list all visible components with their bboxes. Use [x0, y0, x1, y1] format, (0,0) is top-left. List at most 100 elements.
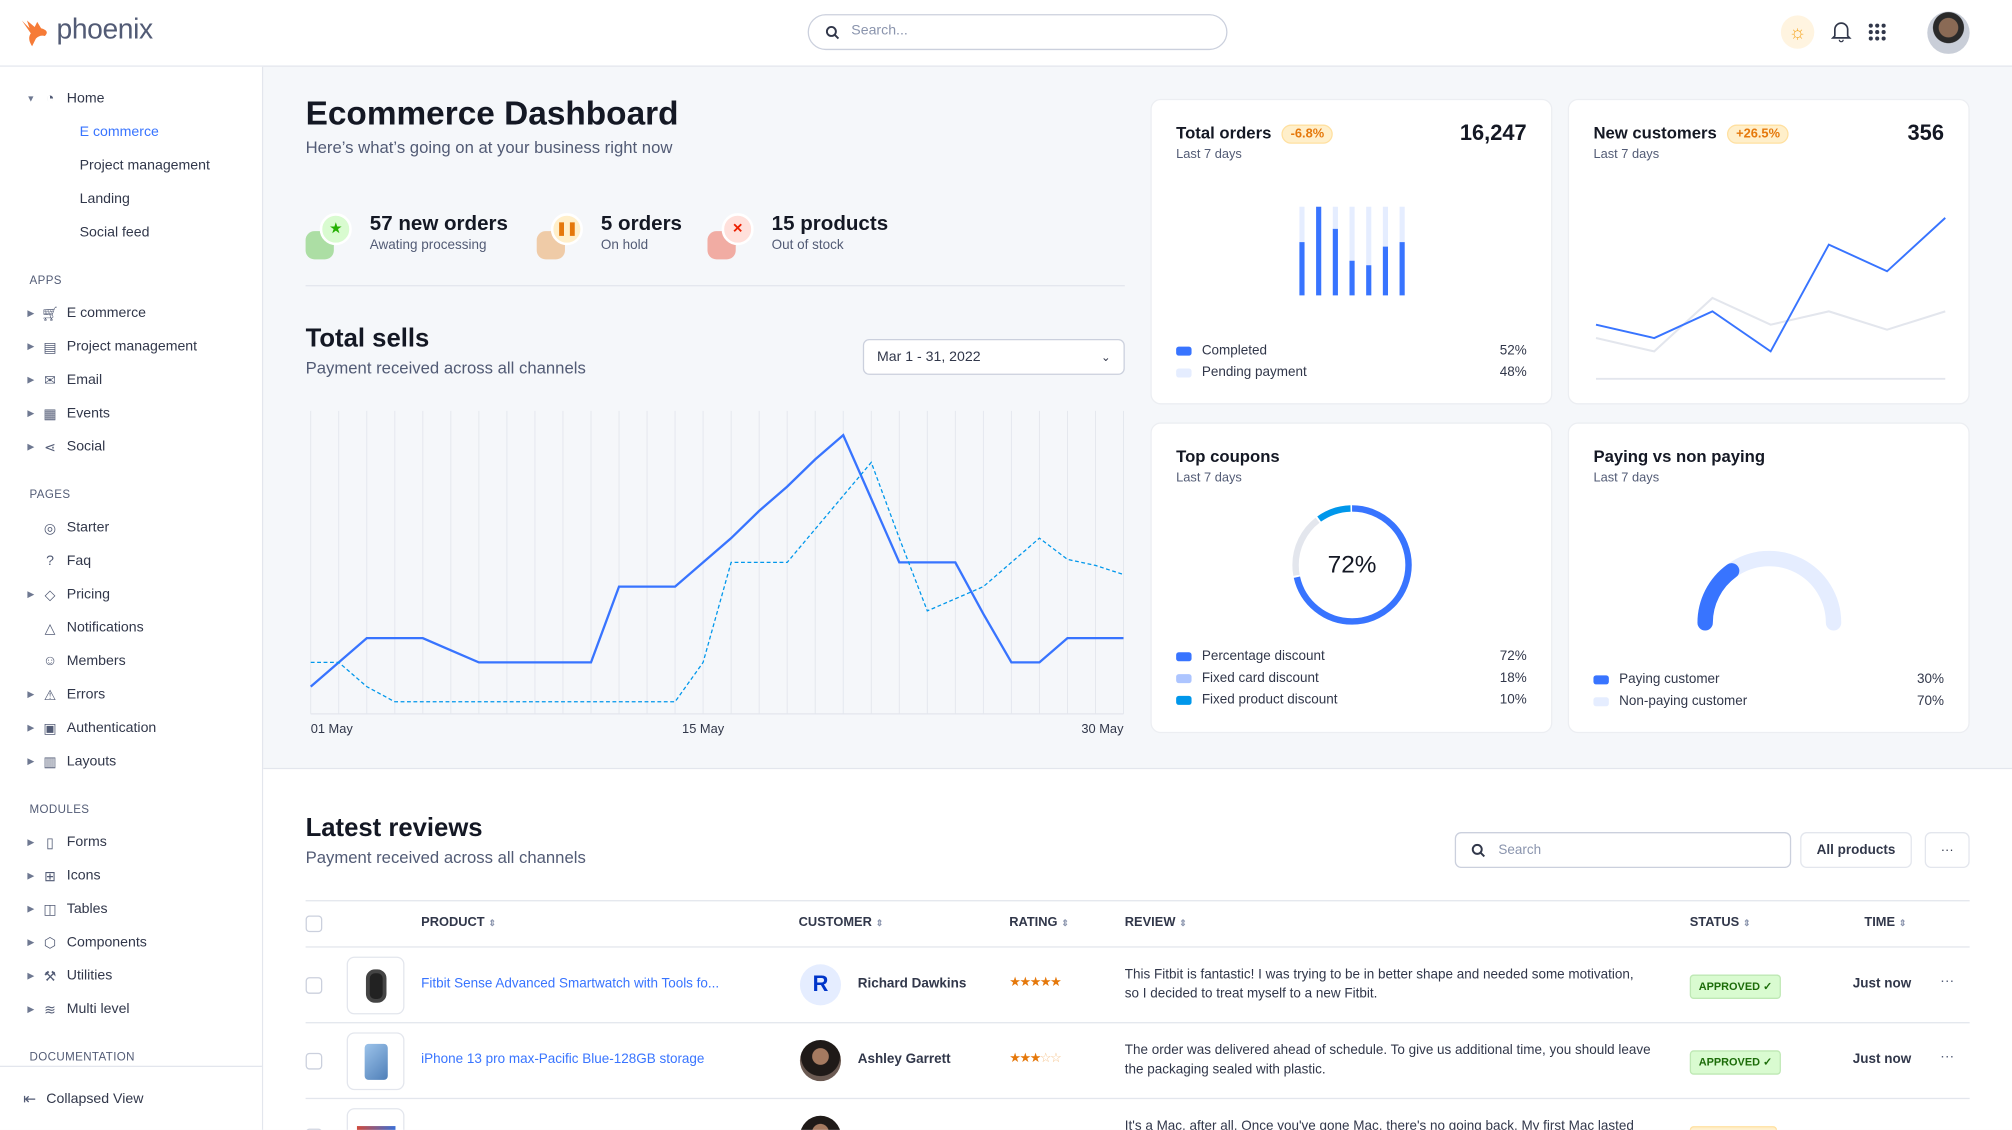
legend-swatch [1176, 695, 1192, 705]
sidebar-item-events[interactable]: ▶ ▦ Events [0, 397, 262, 430]
apps-grid-icon[interactable] [1868, 23, 1886, 41]
user-avatar[interactable] [1927, 11, 1970, 54]
sidebar-item-home[interactable]: ▼ ◔ Home [0, 82, 262, 115]
more-options-button[interactable]: ··· [1924, 832, 1970, 868]
star-filled-icon: ★ [1009, 975, 1021, 990]
sidebar-item-icons[interactable]: ▶ ⊞ Icons [0, 859, 262, 892]
sidebar-item-forms[interactable]: ▶ ▯ Forms [0, 826, 262, 859]
product-link[interactable]: iPhone 13 pro max-Pacific Blue-128GB sto… [421, 1051, 705, 1068]
column-header-product[interactable]: PRODUCT ⇕ [421, 915, 496, 929]
sidebar-item-errors[interactable]: ▶ ⚠ Errors [0, 678, 262, 711]
sidebar-subitem-project-management[interactable]: Project management [79, 157, 210, 174]
legend-swatch [1593, 674, 1609, 684]
caret-right-icon: ▶ [27, 590, 35, 600]
theme-toggle-sun-icon[interactable]: ☼ [1780, 15, 1815, 49]
sidebar-item-label: Project management [66, 338, 198, 355]
status-badge: APPROVED ✓ [1689, 974, 1782, 999]
x-tick-label: 01 May [311, 721, 354, 736]
stat-1: ❚❚ 5 orders On hold [536, 213, 682, 264]
legend-label: Pending payment [1201, 364, 1307, 381]
column-header-status[interactable]: STATUS ⇕ [1690, 915, 1751, 929]
sidebar-subitem-social-feed[interactable]: Social feed [79, 224, 150, 241]
legend-swatch [1176, 651, 1192, 661]
search-icon [1471, 843, 1485, 858]
sidebar-item-authentication[interactable]: ▶ ▣ Authentication [0, 711, 262, 744]
phone-image [364, 1043, 388, 1080]
sidebar-item-label: Tables [66, 901, 108, 917]
sidebar-item-multi-level[interactable]: ▶ ≋ Multi level [0, 993, 262, 1026]
customer-avatar[interactable] [799, 1115, 842, 1130]
column-header-time[interactable]: TIME ⇕ [1864, 915, 1906, 929]
top-navbar: phoenix Search... ☼ [0, 0, 2012, 67]
column-header-review[interactable]: REVIEW ⇕ [1125, 915, 1187, 929]
all-products-button[interactable]: All products [1800, 832, 1912, 868]
customer-name[interactable]: Richard Dawkins [857, 975, 967, 992]
customer-avatar[interactable] [799, 1040, 842, 1082]
rating-stars: ★★★★★ [1009, 975, 1061, 990]
stat-label: Awating processing [369, 237, 487, 253]
page-title: Ecommerce Dashboard [305, 93, 679, 133]
package-icon: ⬡ [43, 935, 57, 951]
sidebar-item-starter[interactable]: ◎ Starter [0, 511, 262, 544]
solid-series-line [309, 433, 1124, 688]
brand-name[interactable]: phoenix [56, 12, 153, 45]
sidebar-item-pricing[interactable]: ▶ ◇ Pricing [0, 578, 262, 611]
total-orders-badge: -6.8% [1281, 124, 1334, 144]
divider [305, 285, 1125, 287]
sidebar-item-components[interactable]: ▶ ⬡ Components [0, 926, 262, 959]
legend-value: 70% [1916, 693, 1944, 709]
date-range-select[interactable]: Mar 1 - 31, 2022 ⌄ [862, 338, 1125, 375]
column-label: PRODUCT [421, 915, 485, 930]
review-time: Just now [1852, 975, 1912, 992]
collapsed-view-toggle[interactable]: ⇤ Collapsed View [0, 1065, 262, 1130]
total-orders-value: 16,247 [1459, 120, 1527, 146]
column-header-customer[interactable]: CUSTOMER ⇕ [799, 915, 884, 929]
select-all-checkbox[interactable] [305, 915, 323, 933]
sort-icon: ⇕ [488, 919, 497, 929]
sidebar-item-label: Forms [66, 834, 107, 851]
sidebar-item-project-management[interactable]: ▶ ▤ Project management [0, 330, 262, 363]
total-orders-title: Total orders [1176, 123, 1272, 143]
sidebar-item-tables[interactable]: ▶ ◫ Tables [0, 892, 262, 925]
sidebar-item-label: Pricing [66, 586, 110, 603]
product-thumbnail[interactable] [346, 956, 405, 1015]
sidebar-subitem-e-commerce[interactable]: E commerce [79, 124, 159, 140]
status-badge [1689, 1126, 1778, 1130]
sidebar-item-layouts[interactable]: ▶ ▥ Layouts [0, 745, 262, 778]
row-actions-button[interactable]: ··· [1940, 1049, 1955, 1065]
sidebar-item-utilities[interactable]: ▶ ⚒ Utilities [0, 959, 262, 992]
product-thumbnail[interactable] [346, 1108, 405, 1130]
row-actions-button[interactable]: ··· [1940, 973, 1955, 989]
customer-avatar[interactable]: R [799, 964, 842, 1006]
legend-value: 30% [1916, 671, 1944, 687]
product-thumbnail[interactable] [346, 1032, 405, 1091]
legend-label: Fixed card discount [1201, 670, 1319, 686]
stat-value: 57 new orders [369, 213, 508, 235]
caret-right-icon: ▶ [27, 871, 35, 881]
row-checkbox[interactable] [305, 977, 323, 994]
sidebar-item-faq[interactable]: ? Faq [0, 544, 262, 577]
sidebar-item-members[interactable]: ☺ Members [0, 645, 262, 678]
sidebar-item-e-commerce[interactable]: ▶ 🛒︎ E commerce [0, 297, 262, 330]
row-checkbox[interactable] [305, 1052, 323, 1070]
pie-chart-icon: ◔ [45, 91, 55, 107]
column-header-rating[interactable]: RATING ⇕ [1009, 915, 1069, 929]
previous-period-line [1595, 296, 1946, 353]
phoenix-logo-icon [21, 20, 47, 47]
star-filled-icon: ★ [1029, 975, 1042, 990]
file-icon: ▯ [46, 835, 54, 851]
legend-value: 10% [1499, 692, 1527, 708]
sidebar-item-notifications[interactable]: △ Notifications [0, 611, 262, 644]
global-search-input[interactable]: Search... [807, 14, 1228, 51]
customer-name[interactable]: Ashley Garrett [857, 1051, 951, 1068]
sidebar-item-label: Multi level [66, 1001, 130, 1017]
product-link[interactable]: Fitbit Sense Advanced Smartwatch with To… [421, 975, 720, 992]
bell-icon[interactable] [1830, 21, 1852, 43]
sidebar-item-email[interactable]: ▶ ✉ Email [0, 363, 262, 396]
caret-right-icon: ▶ [27, 971, 35, 981]
legend-swatch [1176, 346, 1192, 356]
sidebar-subitem-landing[interactable]: Landing [79, 191, 130, 207]
star-filled-icon: ★ [1009, 1051, 1021, 1066]
sidebar-item-social[interactable]: ▶ ⋖ Social [0, 430, 262, 463]
reviews-search-input[interactable]: Search [1454, 832, 1792, 868]
